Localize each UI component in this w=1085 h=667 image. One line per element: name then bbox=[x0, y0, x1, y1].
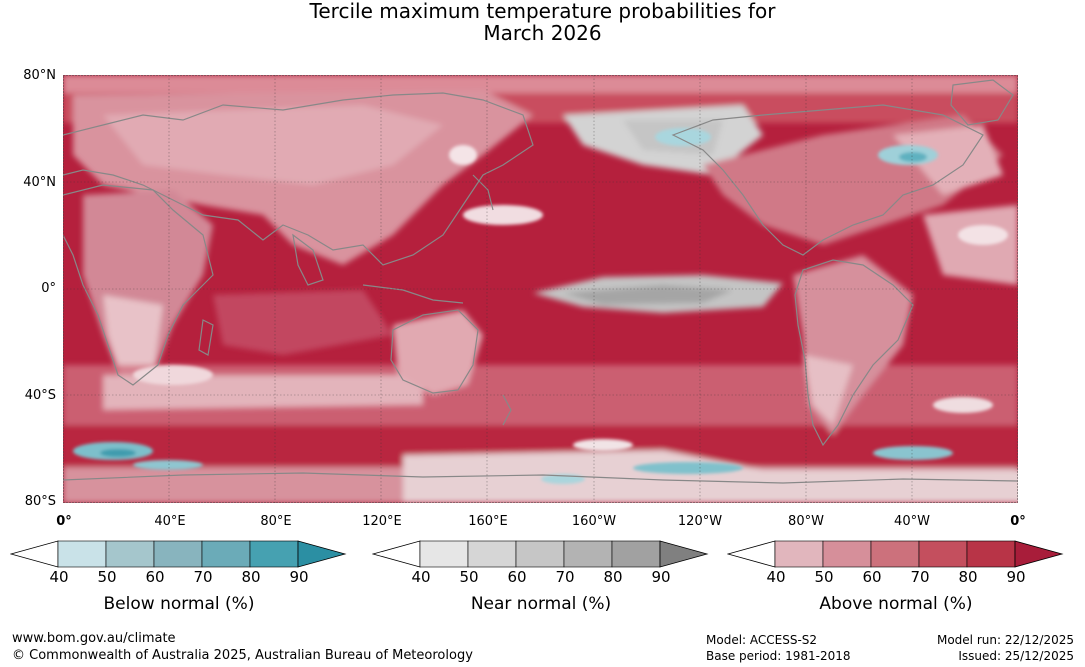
probability-fields bbox=[63, 75, 1018, 503]
graticule bbox=[63, 75, 1018, 503]
colorbar-above-svg bbox=[727, 540, 1064, 568]
above-normal-title: Above normal (%) bbox=[819, 594, 973, 614]
model-run-date: Model run: 22/12/2025 bbox=[936, 633, 1074, 647]
above-colorbar-low-extension bbox=[727, 540, 776, 568]
near-tick: 50 bbox=[459, 568, 479, 586]
near-tick: 90 bbox=[651, 568, 671, 586]
lat-label-80n: 80°N bbox=[23, 68, 56, 83]
near-colorbar-segment bbox=[419, 540, 469, 568]
lon-label-40e: 40°E bbox=[154, 514, 186, 529]
near-colorbar-high-extension bbox=[659, 540, 709, 568]
below-colorbar-segment bbox=[105, 540, 155, 568]
chart-title-line-1: Tercile maximum temperature probabilitie… bbox=[309, 0, 776, 23]
colorbar-near-normal bbox=[372, 540, 712, 570]
below-normal-title: Below normal (%) bbox=[103, 594, 255, 614]
above-colorbar-segment bbox=[870, 540, 920, 568]
near-colorbar-segment bbox=[467, 540, 517, 568]
lon-label-80e: 80°E bbox=[260, 514, 292, 529]
near-colorbar-low-extension bbox=[372, 540, 421, 568]
above-colorbar-high-extension bbox=[1014, 540, 1064, 568]
map-border bbox=[63, 75, 1018, 503]
coastlines bbox=[63, 79, 1018, 484]
lon-label-160e: 160°E bbox=[468, 514, 508, 529]
above-tick: 70 bbox=[910, 568, 930, 586]
issued-date: Issued: 25/12/2025 bbox=[958, 649, 1074, 663]
lat-label-40s: 40°S bbox=[24, 388, 56, 403]
above-colorbar-segment bbox=[822, 540, 872, 568]
lat-label-40n: 40°N bbox=[23, 175, 56, 190]
lon-label-120w: 120°W bbox=[677, 514, 723, 529]
below-tick: 80 bbox=[241, 568, 261, 586]
above-tick: 60 bbox=[862, 568, 882, 586]
below-colorbar-segment bbox=[57, 540, 107, 568]
below-tick: 50 bbox=[97, 568, 117, 586]
colorbar-below-normal bbox=[10, 540, 350, 570]
below-tick: 70 bbox=[193, 568, 213, 586]
below-normal-patches bbox=[73, 128, 953, 484]
lon-label-160w: 160°W bbox=[571, 514, 617, 529]
lon-label-80w: 80°W bbox=[788, 514, 824, 529]
above-tick: 90 bbox=[1006, 568, 1026, 586]
above-colorbar-segment bbox=[918, 540, 968, 568]
colorbar-near-svg bbox=[372, 540, 709, 568]
below-colorbar-high-extension bbox=[297, 540, 347, 568]
lon-label-120e: 120°E bbox=[362, 514, 402, 529]
below-tick: 40 bbox=[49, 568, 69, 586]
near-normal-title: Near normal (%) bbox=[470, 594, 612, 614]
colorbar-below-svg bbox=[10, 540, 347, 568]
below-colorbar-low-extension bbox=[10, 540, 59, 568]
lat-label-0: 0° bbox=[41, 281, 56, 296]
base-period: Base period: 1981-2018 bbox=[706, 649, 851, 663]
near-tick: 60 bbox=[507, 568, 527, 586]
world-map-svg bbox=[63, 75, 1018, 503]
below-tick: 90 bbox=[289, 568, 309, 586]
model-name: Model: ACCESS-S2 bbox=[706, 633, 818, 647]
lon-label-0-right: 0° bbox=[1010, 514, 1026, 529]
lon-label-0-left: 0° bbox=[56, 514, 72, 529]
above-tick: 80 bbox=[958, 568, 978, 586]
colorbar-above-normal bbox=[727, 540, 1067, 570]
above-tick: 40 bbox=[766, 568, 786, 586]
near-colorbar-segment bbox=[611, 540, 661, 568]
near-tick: 40 bbox=[411, 568, 431, 586]
below-colorbar-segment bbox=[153, 540, 203, 568]
copyright-text: © Commonwealth of Australia 2025, Austra… bbox=[12, 648, 473, 663]
near-colorbar-segment bbox=[563, 540, 613, 568]
near-tick: 80 bbox=[603, 568, 623, 586]
probability-map bbox=[63, 75, 1018, 503]
below-tick: 60 bbox=[145, 568, 165, 586]
lat-label-80s: 80°S bbox=[24, 494, 56, 509]
below-colorbar-segment bbox=[201, 540, 251, 568]
below-colorbar-segment bbox=[249, 540, 299, 568]
near-colorbar-segment bbox=[515, 540, 565, 568]
white-patches bbox=[133, 145, 1008, 451]
chart-title-line-2: March 2026 bbox=[483, 21, 602, 45]
website-link[interactable]: www.bom.gov.au/climate bbox=[12, 631, 176, 646]
lon-label-40w: 40°W bbox=[894, 514, 930, 529]
above-colorbar-segment bbox=[966, 540, 1016, 568]
near-tick: 70 bbox=[555, 568, 575, 586]
above-tick: 50 bbox=[814, 568, 834, 586]
above-colorbar-segment bbox=[774, 540, 824, 568]
